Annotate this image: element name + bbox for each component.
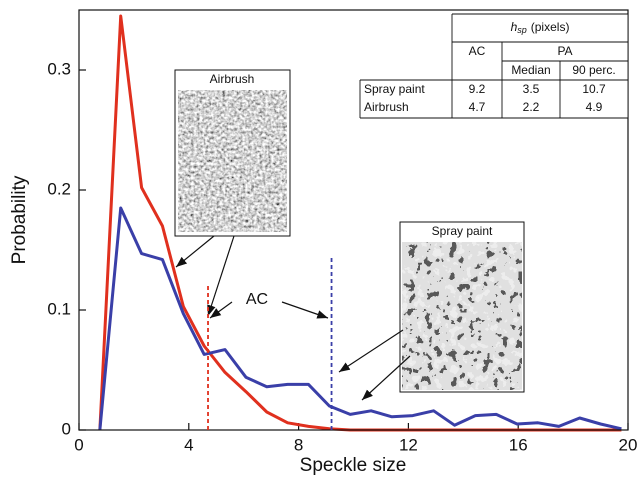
x-tick-label: 4 bbox=[184, 435, 193, 454]
x-tick-label: 8 bbox=[294, 435, 303, 454]
table-cell: 9.2 bbox=[469, 82, 486, 96]
arrow bbox=[338, 329, 404, 373]
arrow bbox=[361, 355, 411, 401]
table-cell: 2.2 bbox=[523, 100, 540, 114]
table-cell: 4.9 bbox=[586, 100, 603, 114]
table-header: AC bbox=[469, 44, 486, 58]
inset-title: Spray paint bbox=[432, 224, 493, 238]
y-tick-label: 0.1 bbox=[47, 299, 71, 318]
table-header: PA bbox=[557, 44, 572, 58]
annotation: AC bbox=[246, 291, 268, 308]
series-line bbox=[98, 206, 622, 431]
table-header: Median bbox=[511, 63, 550, 77]
arrow bbox=[281, 301, 329, 319]
table-header: 90 perc. bbox=[572, 63, 615, 77]
table-body: Spray paint 9.2 3.5 10.7 Airbrush 4.7 2.2 4.9 bbox=[364, 82, 606, 114]
subscript: sp bbox=[517, 25, 527, 35]
arrow bbox=[207, 235, 235, 317]
x-tick-label: 20 bbox=[619, 435, 638, 454]
inset-title: Airbrush bbox=[210, 72, 255, 86]
table-bg bbox=[360, 80, 452, 118]
plot-frame bbox=[78, 9, 629, 431]
table-cell: 3.5 bbox=[523, 82, 540, 96]
x-tick-label: 16 bbox=[509, 435, 528, 454]
y-axis-title: Probability bbox=[9, 175, 30, 264]
arrow bbox=[175, 235, 215, 268]
table-bg bbox=[452, 14, 628, 118]
arrows bbox=[175, 235, 411, 401]
inset-image bbox=[178, 90, 287, 232]
unit: (pixels) bbox=[531, 20, 570, 34]
y-tick-label: 0.2 bbox=[47, 179, 71, 198]
x-tick-label: 0 bbox=[74, 435, 83, 454]
airbrush-inset: Airbrush bbox=[174, 69, 291, 237]
table-header: hsp (pixels) bbox=[511, 20, 570, 35]
table-lines bbox=[359, 13, 629, 119]
table-cell: 10.7 bbox=[582, 82, 606, 96]
x-tick-label: 12 bbox=[399, 435, 418, 454]
row-label: Spray paint bbox=[364, 82, 425, 96]
symbol: h bbox=[511, 20, 518, 34]
spray-inset: Spray paint bbox=[399, 221, 525, 393]
row-label: Airbrush bbox=[364, 100, 409, 114]
y-tick-label: 0.3 bbox=[47, 59, 71, 78]
table: hsp (pixels) AC PA Median 90 perc. Spray … bbox=[359, 13, 629, 119]
inset-image bbox=[402, 242, 522, 390]
x-axis-title: Speckle size bbox=[300, 455, 407, 476]
y-tick-label: 0 bbox=[62, 419, 71, 438]
arrow bbox=[209, 301, 233, 319]
table-cell: 4.7 bbox=[469, 100, 486, 114]
